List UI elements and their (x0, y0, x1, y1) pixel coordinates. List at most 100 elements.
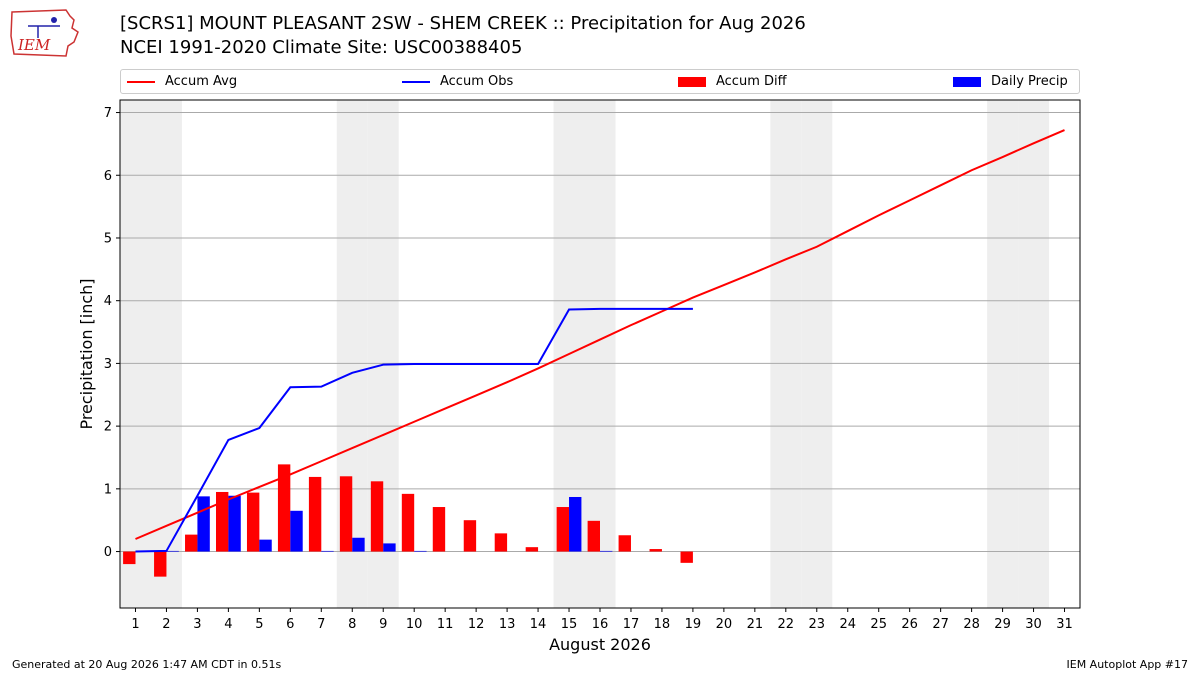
y-tick-label: 7 (104, 106, 112, 121)
y-tick-label: 5 (104, 231, 112, 246)
y-tick-label: 1 (104, 482, 112, 497)
legend-item-accum-obs: Accum Obs (402, 74, 513, 90)
x-axis-label: August 2026 (549, 635, 651, 654)
legend-label: Accum Obs (440, 74, 514, 89)
x-tick-label: 12 (468, 617, 485, 632)
footer-app-label: IEM Autoplot App #17 (1066, 658, 1189, 671)
x-tick-label: 14 (530, 617, 547, 632)
x-tick-label: 8 (348, 617, 356, 632)
daily-precip-bar (569, 496, 582, 552)
daily-precip-bar (166, 550, 179, 552)
x-tick-label: 3 (193, 617, 201, 632)
iowa-outline-icon (10, 9, 79, 57)
x-tick-label: 22 (778, 617, 795, 632)
accum-diff-bar (308, 476, 322, 552)
legend-item-accum-diff: Accum Diff (678, 74, 787, 90)
daily-precip-bar (383, 543, 396, 552)
x-tick-label: 21 (747, 617, 764, 632)
accum-diff-bar (618, 535, 631, 552)
y-tick-label: 3 (104, 357, 112, 372)
chart-subtitle: NCEI 1991-2020 Climate Site: USC00388405 (120, 37, 523, 58)
legend-swatch (953, 76, 981, 87)
x-tick-label: 20 (716, 617, 733, 632)
legend-item-accum-avg: Accum Avg (127, 74, 237, 90)
accum-diff-bar (432, 507, 446, 552)
accum-diff-bar (339, 476, 353, 552)
x-tick-label: 11 (437, 617, 454, 632)
daily-precip-bar (600, 550, 613, 552)
x-tick-label: 7 (317, 617, 325, 632)
x-tick-label: 1 (131, 617, 139, 632)
x-tick-label: 31 (1056, 617, 1073, 632)
daily-precip-bar (290, 510, 303, 552)
weekend-band (987, 100, 1019, 608)
legend-swatch (127, 80, 155, 83)
legend-item-daily-precip: Daily Precip (953, 74, 1068, 90)
daily-precip-bar (414, 550, 427, 552)
accum-diff-bar (370, 481, 384, 552)
daily-precip-bar (259, 539, 272, 552)
chart-title: [SCRS1] MOUNT PLEASANT 2SW - SHEM CREEK … (120, 13, 806, 34)
x-tick-label: 6 (286, 617, 294, 632)
x-tick-label: 10 (406, 617, 423, 632)
accum-obs-line (135, 307, 693, 553)
daily-precip-bar (352, 537, 365, 552)
accum-diff-bar (494, 533, 508, 552)
y-axis-label: Precipitation [inch] (77, 278, 96, 429)
weekend-band (770, 100, 802, 608)
x-tick-label: 13 (499, 617, 516, 632)
weekend-band (120, 100, 151, 608)
x-tick-label: 25 (870, 617, 887, 632)
x-tick-label: 30 (1025, 617, 1042, 632)
accum-diff-bar (680, 551, 693, 563)
x-tick-label: 24 (839, 617, 856, 632)
legend-swatch (678, 76, 706, 87)
y-tick-label: 0 (104, 545, 112, 560)
y-tick-label: 6 (104, 169, 112, 184)
x-tick-label: 26 (901, 617, 918, 632)
accum-diff-bar (556, 507, 570, 552)
x-tick-label: 4 (224, 617, 232, 632)
weekend-band (150, 100, 182, 608)
accum-diff-bar (216, 491, 229, 552)
y-tick-label: 2 (104, 420, 112, 435)
accum-diff-bar (463, 520, 477, 552)
accum-diff-bar (649, 549, 662, 552)
daily-precip-bar (228, 495, 241, 552)
x-tick-label: 2 (162, 617, 170, 632)
accum-diff-bar (401, 493, 415, 552)
accum-diff-bar (123, 551, 136, 565)
chart-legend: Accum Avg Accum Obs Accum Diff Daily Pre… (120, 69, 1080, 94)
accum-diff-bar (277, 464, 291, 552)
daily-precip-bar (197, 496, 210, 552)
weekend-band (1018, 100, 1050, 608)
footer-generated-text: Generated at 20 Aug 2026 1:47 AM CDT in … (12, 658, 282, 671)
x-tick-label: 15 (561, 617, 578, 632)
x-tick-label: 16 (592, 617, 609, 632)
logo-text: IEM (17, 36, 51, 54)
x-tick-label: 5 (255, 617, 263, 632)
x-tick-label: 19 (685, 617, 702, 632)
legend-label: Daily Precip (991, 74, 1068, 89)
x-tick-label: 28 (963, 617, 980, 632)
accum-avg-line (135, 129, 1065, 540)
accum-diff-bar (587, 520, 600, 552)
legend-label: Accum Diff (716, 74, 787, 89)
y-tick-label: 4 (104, 294, 112, 309)
x-tick-label: 17 (623, 617, 640, 632)
weekend-band (801, 100, 833, 608)
legend-label: Accum Avg (165, 74, 238, 89)
accum-diff-bar (525, 547, 539, 552)
x-tick-label: 23 (809, 617, 826, 632)
x-tick-label: 29 (994, 617, 1011, 632)
iem-logo: IEM (10, 9, 79, 57)
x-tick-label: 9 (379, 617, 387, 632)
accum-diff-bar (154, 551, 167, 577)
x-tick-label: 27 (932, 617, 949, 632)
legend-swatch (402, 80, 430, 83)
daily-precip-bar (321, 550, 334, 552)
accum-diff-bar (246, 492, 260, 552)
x-tick-label: 18 (654, 617, 671, 632)
accum-diff-bar (185, 534, 198, 552)
